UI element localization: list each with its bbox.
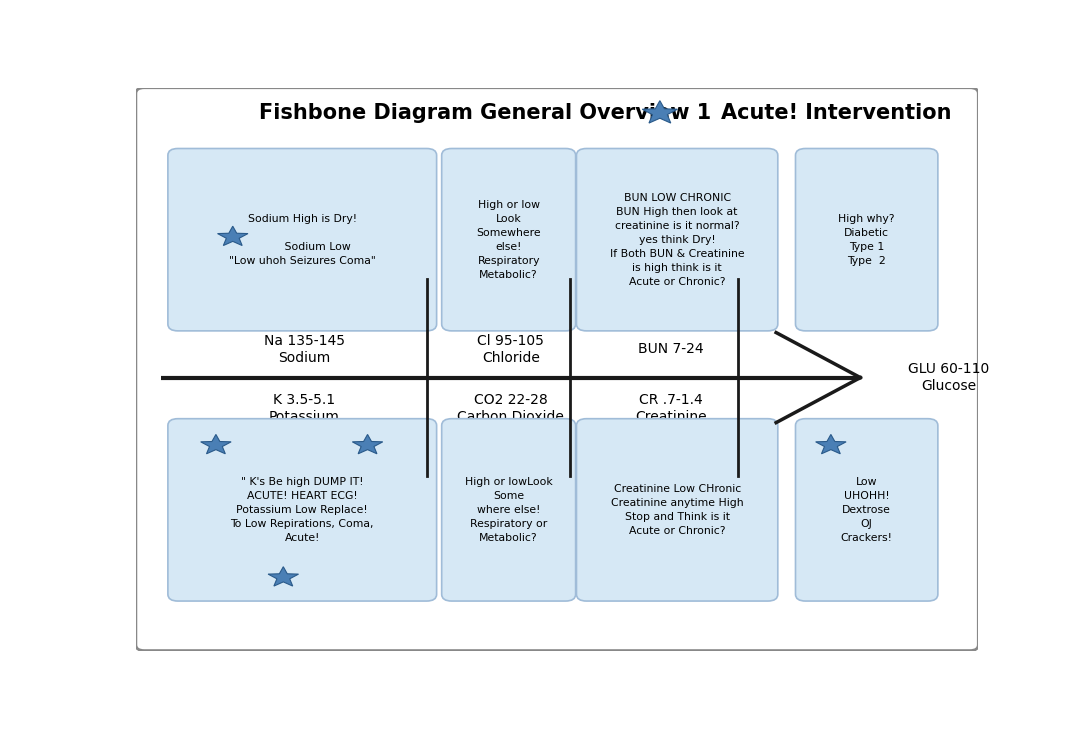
- Text: Fishbone Diagram General Overview 1: Fishbone Diagram General Overview 1: [260, 103, 712, 123]
- Polygon shape: [268, 567, 299, 586]
- FancyBboxPatch shape: [796, 148, 938, 331]
- FancyBboxPatch shape: [796, 419, 938, 601]
- Text: Acute! Intervention: Acute! Intervention: [722, 103, 952, 123]
- FancyBboxPatch shape: [576, 148, 778, 331]
- Text: Creatinine Low CHronic
Creatinine anytime High
Stop and Think is it
Acute or Chr: Creatinine Low CHronic Creatinine anytim…: [611, 484, 744, 536]
- Polygon shape: [642, 101, 677, 123]
- FancyBboxPatch shape: [441, 419, 576, 601]
- FancyBboxPatch shape: [167, 148, 437, 331]
- Text: K 3.5-5.1
Potassium: K 3.5-5.1 Potassium: [268, 393, 340, 424]
- Text: CO2 22-28
Carbon Dioxide: CO2 22-28 Carbon Dioxide: [458, 393, 564, 424]
- Text: High why?
Diabetic
Type 1
Type  2: High why? Diabetic Type 1 Type 2: [838, 213, 895, 265]
- Text: Cl 95-105
Chloride: Cl 95-105 Chloride: [477, 334, 545, 365]
- FancyBboxPatch shape: [576, 419, 778, 601]
- Text: GLU 60-110
Glucose: GLU 60-110 Glucose: [909, 363, 989, 393]
- Polygon shape: [201, 434, 232, 454]
- Text: Low
UHOHH!
Dextrose
OJ
Crackers!: Low UHOHH! Dextrose OJ Crackers!: [840, 477, 892, 543]
- Polygon shape: [815, 434, 846, 454]
- Text: BUN 7-24: BUN 7-24: [638, 342, 703, 357]
- FancyBboxPatch shape: [167, 419, 437, 601]
- Polygon shape: [217, 226, 248, 246]
- Text: High or low
Look
Somewhere
else!
Respiratory
Metabolic?: High or low Look Somewhere else! Respira…: [476, 200, 541, 280]
- Polygon shape: [352, 434, 383, 454]
- Text: " K's Be high DUMP IT!
ACUTE! HEART ECG!
Potassium Low Replace!
To Low Repiratio: " K's Be high DUMP IT! ACUTE! HEART ECG!…: [230, 477, 374, 543]
- FancyBboxPatch shape: [136, 88, 978, 651]
- Text: Na 135-145
Sodium: Na 135-145 Sodium: [264, 334, 345, 365]
- FancyBboxPatch shape: [441, 148, 576, 331]
- Text: CR .7-1.4
Creatinine: CR .7-1.4 Creatinine: [635, 393, 707, 424]
- Text: High or lowLook
Some
where else!
Respiratory or
Metabolic?: High or lowLook Some where else! Respira…: [465, 477, 552, 543]
- Text: Sodium High is Dry!

         Sodium Low
"Low uhoh Seizures Coma": Sodium High is Dry! Sodium Low "Low uhoh…: [229, 213, 376, 265]
- Text: BUN LOW CHRONIC
BUN High then look at
creatinine is it normal?
yes think Dry!
If: BUN LOW CHRONIC BUN High then look at cr…: [610, 193, 745, 287]
